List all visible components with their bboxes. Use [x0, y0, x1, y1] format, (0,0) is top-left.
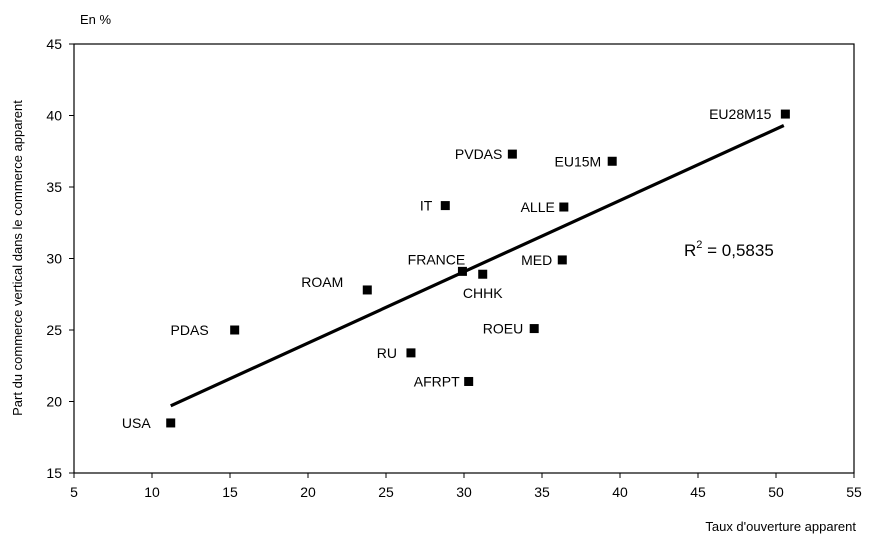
unit-label: En % [80, 12, 112, 27]
data-point-marker [557, 255, 567, 265]
data-point-label: ROEU [483, 321, 523, 337]
data-point-marker [507, 149, 517, 159]
y-tick-label: 30 [46, 251, 62, 267]
r-squared-annotation: R2 = 0,5835 [684, 239, 774, 260]
data-point-label: ALLE [521, 199, 555, 215]
y-axis: 15 20 25 30 35 40 45 [46, 36, 74, 481]
data-point-marker [230, 325, 240, 335]
data-point-label: FRANCE [408, 251, 466, 267]
x-tick-label: 25 [378, 484, 394, 500]
x-tick-label: 55 [846, 484, 862, 500]
trendline [170, 124, 785, 408]
x-tick-label: 5 [70, 484, 78, 500]
data-point-marker [559, 202, 569, 212]
data-point-label: RU [377, 345, 397, 361]
x-tick-label: 30 [456, 484, 472, 500]
y-tick-label: 25 [46, 322, 62, 338]
data-point-marker [607, 156, 617, 166]
r2-value: = 0,5835 [702, 241, 773, 260]
x-tick-label: 45 [690, 484, 706, 500]
x-axis-title: Taux d'ouverture apparent [705, 519, 856, 534]
y-axis-title: Part du commerce vertical dans le commer… [10, 100, 25, 416]
data-point-marker [478, 269, 488, 279]
data-point-marker [529, 324, 539, 334]
data-points: USA PDAS ROAM RU IT FRANCE AFRPT CHHK PVDAS ROEU M… [122, 106, 790, 431]
x-tick-label: 20 [300, 484, 316, 500]
x-tick-label: 40 [612, 484, 628, 500]
data-point-label: IT [420, 198, 433, 214]
data-point-marker [362, 285, 372, 295]
data-point-label: USA [122, 415, 151, 431]
data-point-label: MED [521, 252, 552, 268]
data-point-label: EU15M [555, 153, 602, 169]
y-tick-label: 20 [46, 394, 62, 410]
y-tick-label: 40 [46, 108, 62, 124]
data-point-label: CHHK [463, 285, 503, 301]
y-tick-label: 35 [46, 179, 62, 195]
data-point-label: AFRPT [414, 373, 460, 389]
data-point-marker [440, 201, 450, 211]
data-point-marker [406, 348, 416, 358]
data-point-marker [166, 418, 176, 428]
y-tick-label: 15 [46, 465, 62, 481]
data-point-label: PDAS [171, 322, 209, 338]
x-tick-label: 50 [768, 484, 784, 500]
data-point-label: ROAM [301, 274, 343, 290]
x-axis: 5 10 15 20 25 30 35 40 45 50 55 [70, 473, 862, 500]
x-tick-label: 15 [222, 484, 238, 500]
trendline-group [170, 124, 785, 408]
r2-prefix: R [684, 241, 696, 260]
x-tick-label: 10 [144, 484, 160, 500]
data-point-marker [464, 376, 474, 386]
y-tick-label: 45 [46, 36, 62, 52]
data-point-marker [457, 266, 467, 276]
data-point-marker [780, 109, 790, 119]
data-point-label: EU28M15 [709, 106, 771, 122]
x-tick-label: 35 [534, 484, 550, 500]
r2-exponent: 2 [696, 239, 702, 251]
data-point-label: PVDAS [455, 146, 502, 162]
